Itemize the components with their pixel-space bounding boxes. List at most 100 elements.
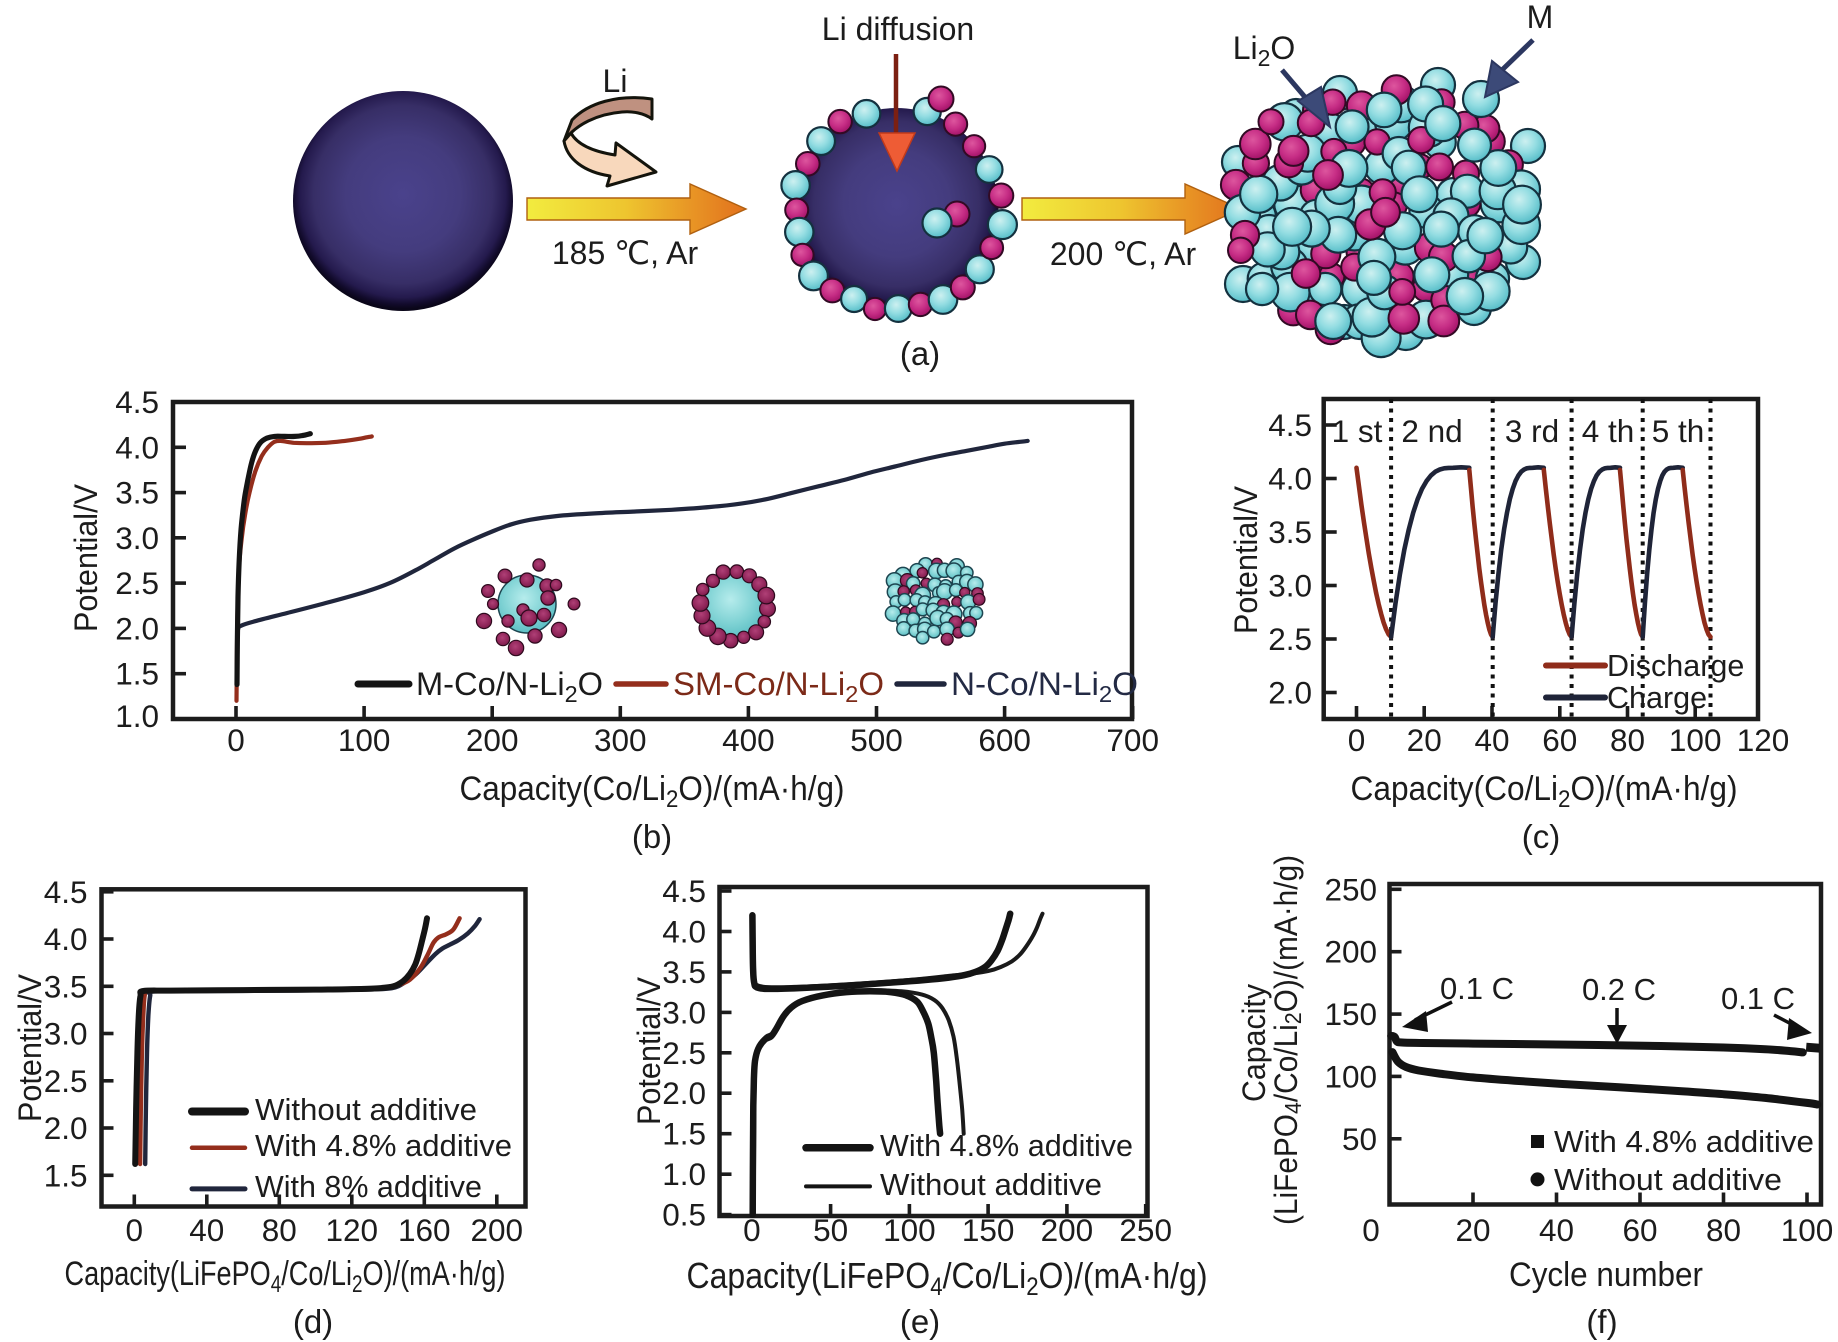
svg-text:2 nd: 2 nd bbox=[1401, 413, 1462, 449]
svg-text:3.5: 3.5 bbox=[115, 475, 159, 511]
svg-text:20: 20 bbox=[1455, 1212, 1490, 1248]
svg-text:(d): (d) bbox=[293, 1303, 333, 1340]
svg-text:Without additive: Without additive bbox=[255, 1093, 477, 1127]
svg-text:Capacity(LiFePO4/Co/Li2O)/(mA·: Capacity(LiFePO4/Co/Li2O)/(mA·h/g) bbox=[687, 1255, 1208, 1301]
svg-text:1.0: 1.0 bbox=[115, 698, 159, 734]
svg-text:With 4.8% additive: With 4.8% additive bbox=[255, 1129, 512, 1163]
svg-text:1.0: 1.0 bbox=[662, 1156, 706, 1192]
svg-text:200: 200 bbox=[466, 722, 519, 758]
svg-text:20: 20 bbox=[1407, 722, 1442, 758]
svg-text:500: 500 bbox=[850, 722, 903, 758]
svg-text:Potential/V: Potential/V bbox=[631, 976, 667, 1125]
svg-text:0: 0 bbox=[1348, 722, 1366, 758]
svg-text:0.1 C: 0.1 C bbox=[1440, 971, 1514, 1006]
svg-text:(b): (b) bbox=[632, 818, 672, 855]
svg-text:Potential/V: Potential/V bbox=[68, 483, 104, 632]
svg-text:80: 80 bbox=[262, 1212, 297, 1248]
svg-text:SM-Co/N-Li2O: SM-Co/N-Li 2O bbox=[673, 666, 884, 707]
svg-text:4.0: 4.0 bbox=[44, 921, 88, 957]
svg-text:3.0: 3.0 bbox=[662, 994, 706, 1030]
svg-text:M-Co/N-Li2O: M-Co/N-Li 2O bbox=[416, 666, 603, 707]
svg-text:250: 250 bbox=[1119, 1212, 1172, 1248]
svg-text:200: 200 bbox=[1324, 934, 1377, 970]
svg-text:40: 40 bbox=[1539, 1212, 1574, 1248]
svg-text:With 4.8% additive: With 4.8% additive bbox=[1554, 1125, 1814, 1159]
svg-text:400: 400 bbox=[722, 722, 775, 758]
svg-text:2.5: 2.5 bbox=[662, 1035, 706, 1071]
svg-text:185 ℃, Ar: 185 ℃, Ar bbox=[552, 235, 699, 271]
svg-text:Capacity: Capacity bbox=[1236, 984, 1272, 1102]
svg-text:150: 150 bbox=[962, 1212, 1015, 1248]
svg-text:With 8% additive: With 8% additive bbox=[255, 1170, 482, 1204]
svg-text:1 st: 1 st bbox=[1332, 413, 1383, 449]
svg-text:2.5: 2.5 bbox=[44, 1063, 88, 1099]
svg-text:120: 120 bbox=[1737, 722, 1790, 758]
svg-text:Cycle number: Cycle number bbox=[1509, 1256, 1703, 1294]
svg-text:0: 0 bbox=[1362, 1212, 1380, 1248]
svg-text:50: 50 bbox=[813, 1212, 848, 1248]
svg-text:M: M bbox=[1527, 0, 1554, 35]
svg-text:3 rd: 3 rd bbox=[1505, 413, 1559, 449]
svg-text:4.0: 4.0 bbox=[662, 914, 706, 950]
svg-text:(LiFePO4/Co/Li2O)/(mA·h/g): (LiFePO4/Co/Li2O)/(mA·h/g) bbox=[1268, 855, 1306, 1225]
svg-text:2.5: 2.5 bbox=[115, 565, 159, 601]
svg-text:3.5: 3.5 bbox=[1268, 514, 1312, 550]
svg-text:With 4.8% additive: With 4.8% additive bbox=[880, 1129, 1133, 1163]
svg-text:80: 80 bbox=[1610, 722, 1645, 758]
svg-text:4.0: 4.0 bbox=[115, 429, 159, 465]
svg-text:4.5: 4.5 bbox=[1268, 407, 1312, 443]
svg-text:3.5: 3.5 bbox=[662, 954, 706, 990]
svg-text:Capacity(LiFePO4/Co/Li2O)/(mA·: Capacity(LiFePO4/Co/Li2O)/(mA·h/g) bbox=[65, 1255, 506, 1298]
svg-text:0: 0 bbox=[743, 1212, 761, 1248]
svg-text:160: 160 bbox=[398, 1212, 451, 1248]
svg-text:200 ℃, Ar: 200 ℃, Ar bbox=[1050, 236, 1197, 272]
svg-text:40: 40 bbox=[189, 1212, 224, 1248]
svg-text:4.0: 4.0 bbox=[1268, 461, 1312, 497]
svg-text:80: 80 bbox=[1706, 1212, 1741, 1248]
svg-text:250: 250 bbox=[1324, 871, 1377, 907]
svg-text:60: 60 bbox=[1622, 1212, 1657, 1248]
svg-text:100: 100 bbox=[883, 1212, 936, 1248]
svg-text:4.5: 4.5 bbox=[44, 874, 88, 910]
svg-text:0.1 C: 0.1 C bbox=[1721, 981, 1795, 1016]
svg-text:0.2 C: 0.2 C bbox=[1582, 972, 1656, 1007]
svg-text:2.0: 2.0 bbox=[1268, 675, 1312, 711]
svg-text:100: 100 bbox=[1781, 1212, 1834, 1248]
svg-text:Capacity(Co/Li2O)/(mA·h/g): Capacity(Co/Li2O)/(mA·h/g) bbox=[460, 770, 845, 813]
svg-text:200: 200 bbox=[1041, 1212, 1094, 1248]
svg-text:Li: Li bbox=[603, 63, 628, 99]
svg-text:1.5: 1.5 bbox=[44, 1157, 88, 1193]
svg-text:3.0: 3.0 bbox=[115, 520, 159, 556]
svg-text:40: 40 bbox=[1474, 722, 1509, 758]
svg-text:Without additive: Without additive bbox=[880, 1168, 1102, 1202]
svg-text:Li2O: Li2O bbox=[1233, 30, 1296, 71]
svg-text:1.5: 1.5 bbox=[115, 656, 159, 692]
svg-text:600: 600 bbox=[978, 722, 1031, 758]
svg-text:Capacity(Co/Li2O)/(mA·h/g): Capacity(Co/Li2O)/(mA·h/g) bbox=[1351, 770, 1738, 813]
svg-text:4.5: 4.5 bbox=[115, 384, 159, 420]
svg-text:1.5: 1.5 bbox=[662, 1116, 706, 1152]
svg-text:(c): (c) bbox=[1522, 818, 1560, 855]
svg-text:(f): (f) bbox=[1586, 1303, 1617, 1340]
svg-text:3.0: 3.0 bbox=[1268, 568, 1312, 604]
svg-text:700: 700 bbox=[1106, 722, 1159, 758]
svg-text:0.5: 0.5 bbox=[662, 1197, 706, 1233]
svg-text:5 th: 5 th bbox=[1652, 413, 1705, 449]
svg-text:120: 120 bbox=[326, 1212, 379, 1248]
svg-text:50: 50 bbox=[1342, 1121, 1377, 1157]
svg-text:60: 60 bbox=[1542, 722, 1577, 758]
svg-text:2.0: 2.0 bbox=[662, 1075, 706, 1111]
svg-text:4.5: 4.5 bbox=[662, 873, 706, 909]
svg-text:Li diffusion: Li diffusion bbox=[822, 11, 974, 47]
svg-text:0: 0 bbox=[227, 722, 245, 758]
svg-text:Discharge: Discharge bbox=[1607, 649, 1744, 683]
svg-text:N-Co/N-Li2O: N-Co/N-Li 2O bbox=[951, 666, 1138, 707]
svg-text:2.5: 2.5 bbox=[1268, 621, 1312, 657]
svg-text:2.0: 2.0 bbox=[44, 1110, 88, 1146]
svg-text:Charge: Charge bbox=[1607, 681, 1707, 715]
svg-text:0: 0 bbox=[126, 1212, 144, 1248]
svg-text:Without additive: Without additive bbox=[1554, 1163, 1782, 1197]
svg-text:300: 300 bbox=[594, 722, 647, 758]
svg-text:Potential/V: Potential/V bbox=[1228, 485, 1264, 634]
svg-text:100: 100 bbox=[338, 722, 391, 758]
